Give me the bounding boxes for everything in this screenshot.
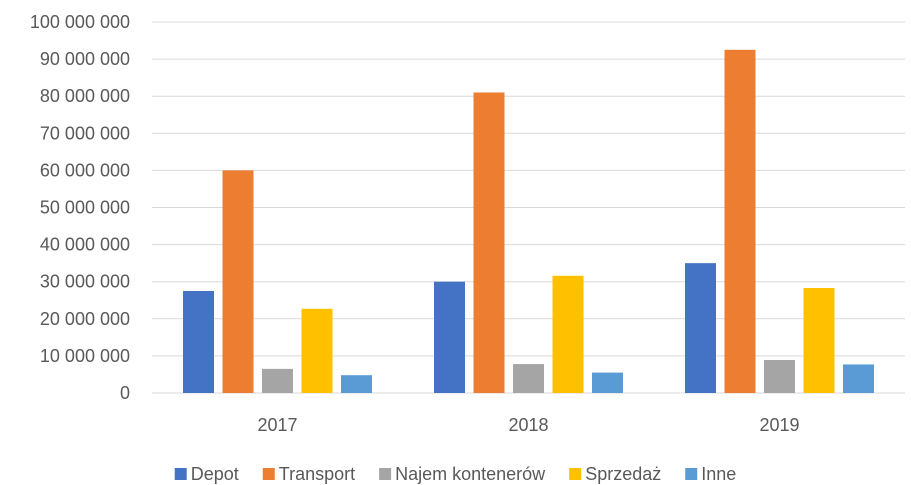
legend-label: Sprzedaż — [585, 464, 661, 484]
y-tick-label: 10 000 000 — [40, 346, 130, 366]
y-tick-label: 100 000 000 — [30, 12, 130, 32]
y-axis-tick-labels: 0 10 000 000 20 000 000 30 000 000 40 000 00… — [30, 12, 130, 403]
gridlines — [152, 21, 905, 394]
legend-swatch — [379, 468, 392, 480]
bar-sprzedaż-2018 — [552, 275, 584, 393]
bar-inne-2017 — [341, 375, 372, 393]
y-tick-label: 90 000 000 — [40, 49, 130, 69]
legend-swatch — [262, 468, 275, 480]
y-tick-label: 0 — [120, 383, 130, 403]
bar-sprzedaż-2017 — [301, 308, 333, 393]
y-tick-label: 30 000 000 — [40, 272, 130, 292]
bar-inne-2018 — [592, 372, 623, 393]
bar-inne-2019 — [843, 364, 874, 393]
bar-najem-kontenerów-2017 — [262, 368, 293, 393]
y-tick-label: 40 000 000 — [40, 235, 130, 255]
y-tick-label: 70 000 000 — [40, 123, 130, 143]
bar-depot-2018 — [434, 281, 465, 393]
y-tick-label: 50 000 000 — [40, 198, 130, 218]
legend-label: Najem kontenerów — [395, 464, 546, 484]
bar-depot-2017 — [183, 290, 214, 393]
y-tick-label: 60 000 000 — [40, 160, 130, 180]
bar-najem-kontenerów-2019 — [764, 359, 795, 393]
x-category-label: 2019 — [759, 415, 799, 435]
bar-najem-kontenerów-2018 — [513, 364, 544, 393]
bar-transport-2018 — [473, 92, 505, 394]
bar-sprzedaż-2019 — [803, 288, 835, 393]
bar-transport-2019 — [724, 49, 756, 393]
legend-swatch — [569, 468, 582, 480]
legend: Depot Transport Najem kontenerów Sprzedaż In… — [174, 464, 736, 484]
bar-transport-2017 — [222, 170, 254, 393]
legend-swatch — [685, 468, 698, 480]
legend-swatch — [174, 468, 187, 480]
legend-label: Transport — [279, 464, 355, 484]
legend-label: Inne — [701, 464, 736, 484]
x-axis-category-labels: 2017 2018 2019 — [257, 415, 799, 435]
x-category-label: 2017 — [257, 415, 297, 435]
x-category-label: 2018 — [508, 415, 548, 435]
legend-label: Depot — [191, 464, 239, 484]
bar-depot-2019 — [685, 263, 716, 393]
y-tick-label: 20 000 000 — [40, 309, 130, 329]
bars — [183, 49, 874, 394]
y-tick-label: 80 000 000 — [40, 86, 130, 106]
